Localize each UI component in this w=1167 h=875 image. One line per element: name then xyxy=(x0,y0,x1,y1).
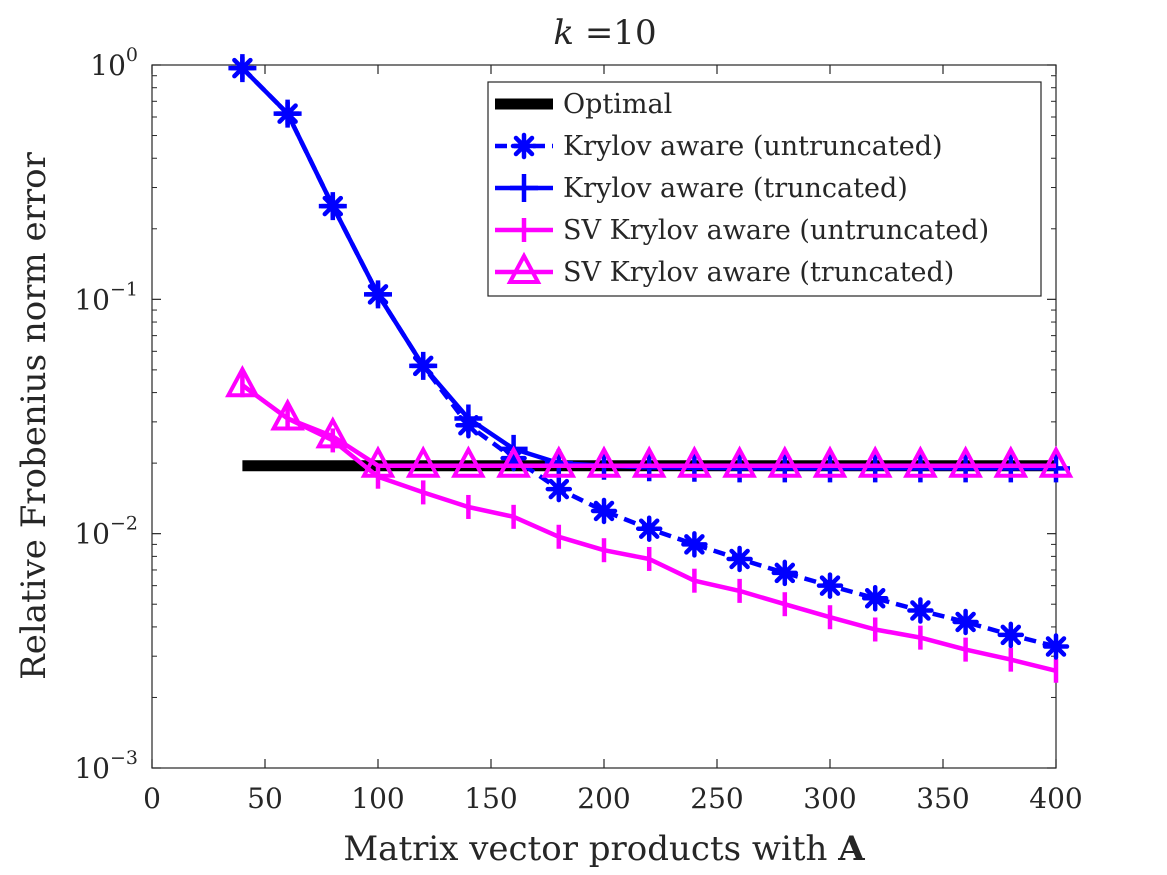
data-point-sv-krylov-aware-truncated xyxy=(315,416,351,449)
data-point-sv-krylov-aware-truncated xyxy=(451,445,486,478)
x-tick-label: 50 xyxy=(247,782,283,815)
legend-label-optimal: Optimal xyxy=(563,89,672,120)
x-tick-label: 250 xyxy=(690,782,743,815)
series-sv-krylov-aware-truncated xyxy=(225,365,1074,478)
data-point-sv-krylov-aware-truncated xyxy=(270,398,305,431)
data-point-sv-krylov-aware-truncated xyxy=(857,445,893,478)
x-tick-label: 200 xyxy=(577,782,630,815)
data-point-krylov-aware-untruncated xyxy=(545,475,573,503)
legend: Optimal Krylov aware (untruncated) Krylo… xyxy=(487,81,1042,297)
y-tick-label: 10−3 xyxy=(74,747,138,785)
data-point-krylov-aware-untruncated xyxy=(1042,633,1070,660)
y-tick-label: 100 xyxy=(90,44,138,82)
series-layer xyxy=(225,54,1074,683)
legend-label-krylov-untruncated: Krylov aware (untruncated) xyxy=(563,131,943,162)
legend-box xyxy=(487,81,1042,297)
x-tick-label: 0 xyxy=(143,782,161,815)
x-tick-label: 100 xyxy=(351,782,404,815)
data-point-krylov-aware-untruncated xyxy=(681,531,708,558)
data-point-krylov-aware-truncated xyxy=(228,54,257,83)
x-tick-labels: 0 50 100 150 200 250 300 350 400 xyxy=(143,782,1083,815)
data-point-krylov-aware-untruncated xyxy=(726,545,753,573)
y-tick-label: 10−2 xyxy=(74,513,138,551)
data-point-krylov-aware-truncated xyxy=(409,351,438,380)
legend-marker-krylov-aware-truncated xyxy=(510,174,538,202)
data-point-sv-krylov-aware-truncated xyxy=(360,445,396,478)
data-point-sv-krylov-aware-truncated xyxy=(631,445,667,478)
data-point-sv-krylov-aware-truncated xyxy=(225,365,260,398)
data-point-sv-krylov-aware-truncated xyxy=(812,445,848,478)
y-axis-label: Relative Frobenius norm error xyxy=(14,151,54,679)
data-point-krylov-aware-truncated xyxy=(454,404,483,433)
legend-label-sv-krylov-truncated: SV Krylov aware (truncated) xyxy=(563,257,954,288)
legend-label-krylov-truncated: Krylov aware (truncated) xyxy=(563,173,908,204)
data-point-krylov-aware-untruncated xyxy=(907,597,934,624)
data-point-sv-krylov-aware-truncated xyxy=(722,445,757,478)
data-point-sv-krylov-aware-truncated xyxy=(586,445,622,478)
legend-marker-sv-krylov-aware-truncated xyxy=(506,251,542,284)
data-point-krylov-aware-untruncated xyxy=(816,572,844,599)
data-point-sv-krylov-aware-truncated xyxy=(1038,445,1074,478)
x-axis-label: Matrix vector products with A xyxy=(343,829,865,869)
data-point-krylov-aware-untruncated xyxy=(635,515,663,542)
data-point-krylov-aware-untruncated xyxy=(771,559,799,587)
y-tick-labels: 10−3 10−2 10−1 100 xyxy=(74,44,138,785)
chart-title: k =10 xyxy=(553,13,656,53)
data-point-sv-krylov-aware-truncated xyxy=(993,445,1029,478)
data-point-sv-krylov-aware-truncated xyxy=(496,445,531,478)
data-point-krylov-aware-untruncated xyxy=(997,621,1025,649)
data-point-krylov-aware-untruncated xyxy=(952,608,979,636)
x-tick-label: 300 xyxy=(803,782,856,815)
y-tick-label: 10−1 xyxy=(74,278,138,316)
legend-marker-krylov-aware-untruncated xyxy=(510,132,538,160)
data-point-sv-krylov-aware-truncated xyxy=(405,445,441,478)
x-tick-label: 150 xyxy=(464,782,517,815)
x-tick-label: 350 xyxy=(916,782,969,815)
data-point-krylov-aware-untruncated xyxy=(590,497,618,525)
series-line-sv-krylov-aware-truncated xyxy=(241,383,1056,468)
data-point-sv-krylov-aware-truncated xyxy=(948,445,983,478)
data-point-krylov-aware-truncated xyxy=(273,99,302,128)
data-point-sv-krylov-aware-truncated xyxy=(903,445,938,478)
data-point-sv-krylov-aware-truncated xyxy=(677,445,712,478)
x-tick-label: 400 xyxy=(1029,782,1082,815)
data-point-krylov-aware-truncated xyxy=(318,192,347,221)
legend-label-sv-krylov-untruncated: SV Krylov aware (untruncated) xyxy=(563,215,989,246)
data-point-sv-krylov-aware-truncated xyxy=(767,445,803,478)
axis-ticks xyxy=(151,64,1057,769)
data-point-krylov-aware-untruncated xyxy=(861,585,889,612)
data-point-krylov-aware-truncated xyxy=(364,280,392,309)
data-point-sv-krylov-aware-truncated xyxy=(541,445,577,478)
